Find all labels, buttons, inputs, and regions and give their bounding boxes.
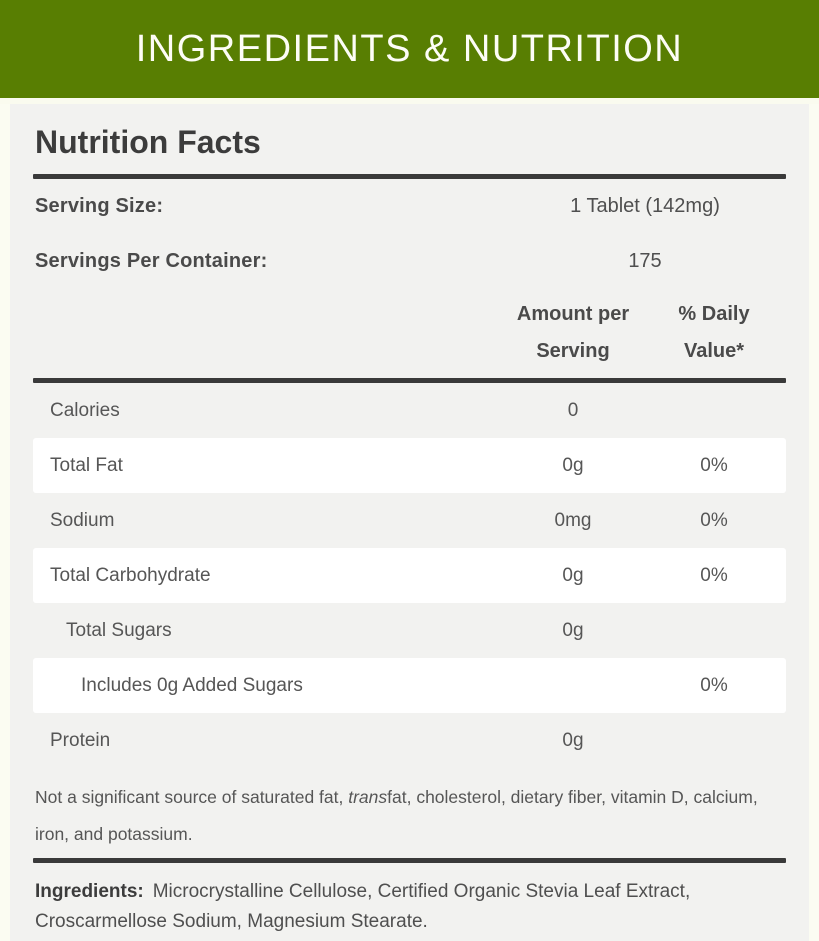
servings-per-container-row: Servings Per Container: 175 — [33, 234, 786, 289]
nutrient-label: Sodium — [50, 509, 115, 531]
footnote-text-pre: Not a significant source of saturated fa… — [35, 787, 349, 807]
nutrient-table: Calories 0 Total Fat 0g 0% Sodium 0mg 0% Total C… — [33, 383, 786, 768]
nutrient-daily-value: 0% — [700, 564, 728, 586]
nutrient-amount: 0 — [567, 399, 579, 421]
table-row: Calories 0 — [33, 383, 786, 438]
nutrient-label: Total Sugars — [66, 619, 172, 641]
nutrient-daily-value: 0% — [700, 454, 728, 476]
footnote: Not a significant source of saturated fa… — [33, 779, 763, 853]
ingredients-text: Microcrystalline Cellulose, Certified Or… — [35, 881, 691, 932]
nutrient-label: Calories — [50, 399, 120, 421]
column-headers-row: Amount per Serving % Daily Value* — [33, 296, 786, 370]
thick-divider — [33, 378, 786, 383]
nutrient-amount: 0g — [562, 564, 584, 586]
thick-divider — [33, 174, 786, 179]
nutrient-amount: 0g — [562, 454, 584, 476]
nutrient-label: Total Fat — [50, 454, 123, 476]
nutrient-amount: 0mg — [554, 509, 592, 531]
section-title: INGREDIENTS & NUTRITION — [135, 27, 684, 70]
thick-divider — [33, 858, 786, 863]
table-row: Sodium 0mg 0% — [33, 493, 786, 548]
table-row: Includes 0g Added Sugars 0% — [33, 658, 786, 713]
ingredients-label: Ingredients: — [35, 881, 144, 902]
nutrient-amount: 0g — [562, 729, 584, 751]
table-row: Total Sugars 0g — [33, 603, 786, 658]
servings-per-container-label: Servings Per Container: — [35, 250, 268, 272]
nutrient-label: Protein — [50, 729, 111, 751]
daily-value-column-header: % Daily Value* — [678, 303, 750, 362]
nutrition-facts-title: Nutrition Facts — [35, 124, 261, 160]
banner-divider-strip — [0, 98, 819, 104]
serving-size-label: Serving Size: — [35, 195, 164, 217]
serving-size-value: 1 Tablet (142mg) — [570, 195, 720, 217]
table-row: Total Carbohydrate 0g 0% — [33, 548, 786, 603]
nutrient-daily-value: 0% — [700, 509, 728, 531]
section-header-banner: INGREDIENTS & NUTRITION — [0, 0, 819, 98]
serving-size-row: Serving Size: 1 Tablet (142mg) — [33, 179, 786, 234]
footnote-text-post: fat, cholesterol, dietary fiber, vitamin… — [35, 787, 758, 844]
nutrition-facts-panel: Nutrition Facts Serving Size: 1 Tablet (… — [10, 104, 809, 941]
amount-column-header: Amount per Serving — [516, 303, 630, 362]
nutrient-daily-value: 0% — [700, 674, 728, 696]
ingredients-line: Ingredients: Microcrystalline Cellulose, … — [33, 877, 773, 937]
nutrient-label: Total Carbohydrate — [50, 564, 211, 586]
table-row: Protein 0g — [33, 713, 786, 768]
nutrient-amount: 0g — [562, 619, 584, 641]
table-row: Total Fat 0g 0% — [33, 438, 786, 493]
footnote-italic-trans: trans — [348, 787, 388, 807]
servings-per-container-value: 175 — [628, 250, 662, 272]
nutrient-label: Includes 0g Added Sugars — [81, 674, 303, 696]
